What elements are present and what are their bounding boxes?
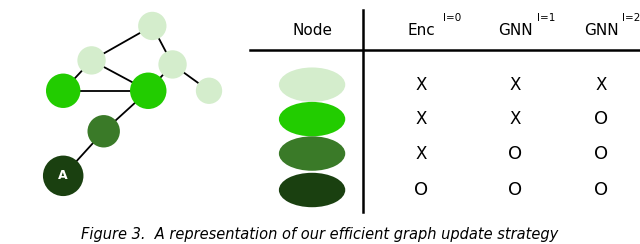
Text: X: X	[416, 76, 427, 94]
Circle shape	[77, 46, 106, 75]
Text: O: O	[594, 110, 608, 128]
Text: O: O	[508, 181, 522, 199]
Circle shape	[279, 173, 345, 207]
Text: X: X	[509, 110, 521, 128]
Text: O: O	[508, 144, 522, 163]
Text: O: O	[594, 181, 608, 199]
Text: A: A	[58, 169, 68, 182]
Text: l=2: l=2	[623, 13, 640, 23]
Text: GNN: GNN	[498, 22, 532, 38]
Text: l=1: l=1	[536, 13, 555, 23]
Text: Enc: Enc	[408, 22, 435, 38]
Text: X: X	[416, 110, 427, 128]
Circle shape	[279, 136, 345, 171]
Text: X: X	[595, 76, 607, 94]
Circle shape	[158, 50, 187, 79]
Circle shape	[196, 78, 222, 104]
Text: Figure 3.  A representation of our efficient graph update strategy: Figure 3. A representation of our effici…	[81, 227, 559, 242]
Circle shape	[130, 72, 166, 109]
Text: O: O	[594, 144, 608, 163]
Circle shape	[279, 68, 345, 102]
Circle shape	[46, 73, 81, 108]
Text: GNN: GNN	[584, 22, 618, 38]
Circle shape	[88, 115, 120, 147]
Text: l=0: l=0	[443, 13, 461, 23]
Text: X: X	[416, 144, 427, 163]
Circle shape	[43, 156, 83, 196]
Circle shape	[138, 12, 166, 40]
Circle shape	[279, 102, 345, 136]
Text: Node: Node	[292, 22, 332, 38]
Text: O: O	[414, 181, 428, 199]
Text: X: X	[509, 76, 521, 94]
